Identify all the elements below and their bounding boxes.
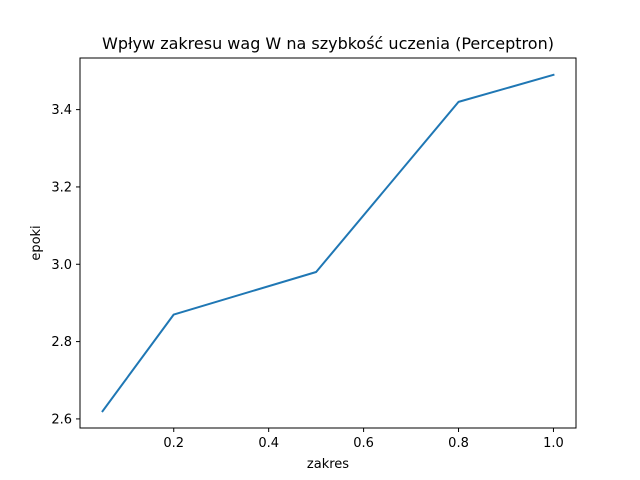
chart-title: Wpływ zakresu wag W na szybkość uczenia … bbox=[102, 34, 554, 53]
x-tick-label: 1.0 bbox=[543, 436, 564, 451]
series-line-0 bbox=[101, 73, 555, 413]
plot-area bbox=[101, 73, 555, 413]
x-tick-label: 0.2 bbox=[163, 436, 184, 451]
plot-frame bbox=[79, 57, 577, 429]
y-tick-label: 3.2 bbox=[51, 180, 72, 195]
axis-ticks: 0.2 0.4 0.6 0.8 1.0 2.6 2.8 3.0 3.2 3.4 bbox=[51, 103, 563, 451]
x-axis-label: zakres bbox=[307, 457, 349, 472]
x-tick-label: 0.4 bbox=[258, 436, 279, 451]
y-axis-label: epoki bbox=[29, 225, 44, 260]
y-tick-label: 2.8 bbox=[51, 335, 72, 350]
x-tick-label: 0.6 bbox=[353, 436, 374, 451]
y-tick-label: 3.4 bbox=[51, 103, 72, 118]
y-tick-label: 2.6 bbox=[51, 412, 72, 427]
y-tick-label: 3.0 bbox=[51, 258, 72, 273]
x-tick-label: 0.8 bbox=[448, 436, 469, 451]
